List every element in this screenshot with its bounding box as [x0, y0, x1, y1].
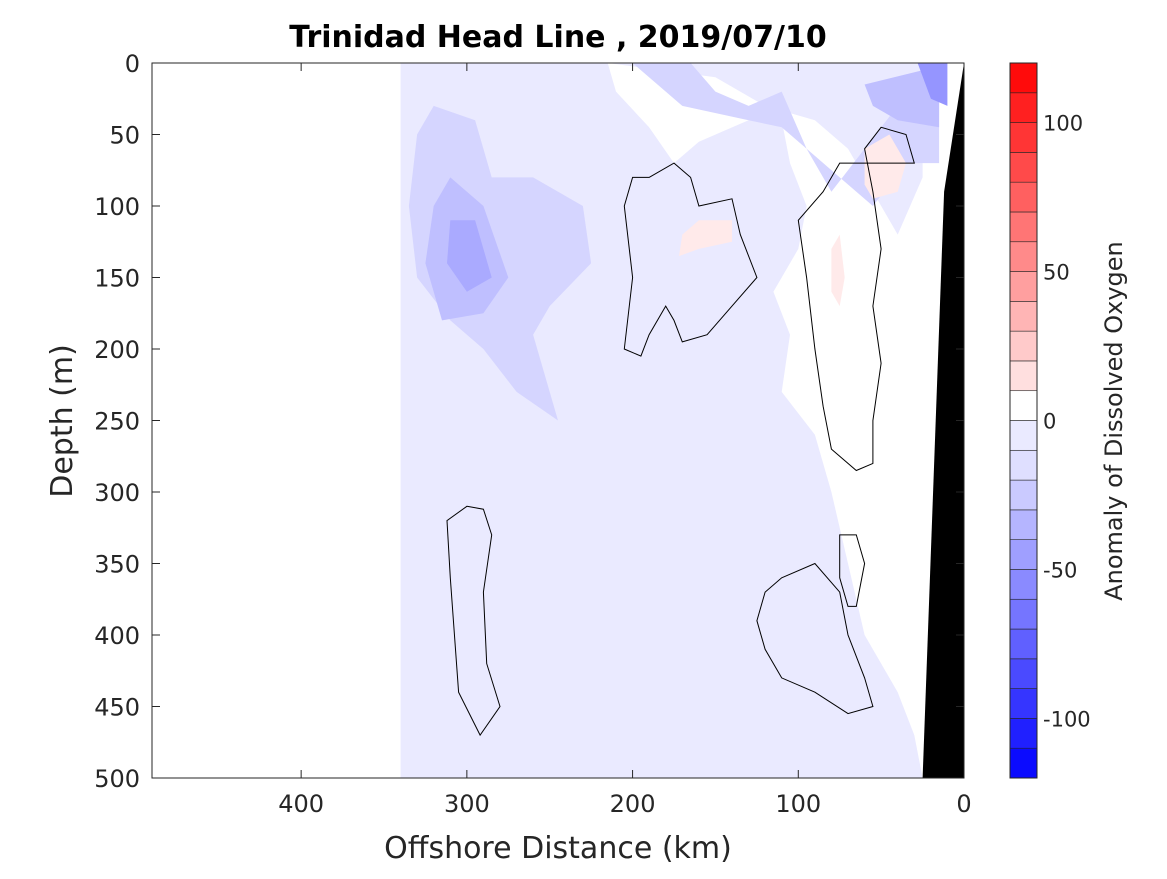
colorbar-segment	[1009, 181, 1038, 213]
colorbar-segment	[1009, 598, 1038, 630]
anomaly-region-positive	[864, 134, 906, 199]
colorbar-segment	[1009, 569, 1038, 600]
colorbar-segment	[1009, 301, 1038, 332]
y-tick-label: 300	[94, 479, 140, 507]
zero-contour-line	[623, 162, 758, 357]
colorbar-segment	[1009, 509, 1038, 540]
colorbar-segment	[1009, 449, 1038, 481]
y-tick-label: 0	[125, 50, 140, 78]
y-tick-label: 450	[94, 694, 140, 722]
colorbar-segment	[1009, 211, 1038, 243]
y-tick-label: 250	[94, 408, 140, 436]
x-axis-label: Offshore Distance (km)	[384, 831, 732, 866]
colorbar-segment	[1009, 539, 1038, 570]
anomaly-region-negative	[864, 70, 940, 128]
zero-contour-line	[797, 126, 915, 472]
colorbar-tick-label: -100	[1043, 707, 1091, 731]
x-tick-label: 0	[956, 790, 971, 818]
colorbar-label: Anomaly of Dissolved Oxygen	[1100, 241, 1128, 601]
colorbar-segment	[1009, 718, 1038, 749]
colorbar-tick-label: 50	[1043, 261, 1070, 285]
y-tick-label: 150	[94, 265, 140, 293]
x-tick-label: 200	[610, 790, 656, 818]
colorbar-segment	[1009, 152, 1038, 183]
colorbar-tick-label: 100	[1043, 112, 1083, 136]
colorbar-frame	[1009, 62, 1038, 779]
colorbar-segment	[1009, 479, 1038, 511]
colorbar-segment	[1009, 658, 1038, 689]
colorbar: 100 50 0 -50 -100	[1009, 62, 1091, 779]
anomaly-region-negative	[447, 220, 492, 292]
colorbar-segment	[1009, 330, 1038, 362]
zero-contour-line	[756, 562, 874, 715]
x-axis: 400 300 200 100 0	[278, 63, 972, 818]
y-axis-label: Depth (m)	[45, 344, 80, 498]
y-tick-label: 50	[109, 122, 140, 150]
colorbar-tick-label: -50	[1043, 558, 1077, 582]
seafloor-mask	[922, 63, 964, 778]
colorbar-segment	[1009, 271, 1038, 302]
colorbar-tick-label: 0	[1043, 410, 1056, 434]
y-tick-label: 500	[94, 765, 140, 793]
chart-title: Trinidad Head Line , 2019/07/10	[289, 20, 826, 55]
anomaly-region-positive	[831, 234, 845, 307]
colorbar-segment	[1009, 390, 1038, 421]
colorbar-segment	[1009, 62, 1038, 94]
anomaly-region-negative	[607, 63, 923, 235]
y-tick-label: 100	[94, 193, 140, 221]
x-tick-label: 300	[444, 790, 490, 818]
colorbar-segment	[1009, 122, 1038, 153]
zero-contour-line	[446, 505, 501, 737]
x-tick-label: 400	[278, 790, 324, 818]
colorbar-segment	[1009, 747, 1038, 779]
anomaly-region-negative	[632, 63, 940, 206]
y-tick-label: 400	[94, 622, 140, 650]
y-tick-label: 200	[94, 336, 140, 364]
colorbar-segment	[1009, 688, 1038, 719]
y-tick-label: 350	[94, 551, 140, 579]
y-axis: 0 50 100 150 200 250 300 350 400 450 500	[94, 50, 964, 793]
colorbar-segment	[1009, 628, 1038, 660]
zero-contour-line	[839, 534, 866, 607]
colorbar-segment	[1009, 241, 1038, 272]
colorbar-segment	[1009, 92, 1038, 123]
plot-area	[400, 63, 964, 778]
anomaly-region-positive	[679, 220, 732, 257]
colorbar-segment	[1009, 420, 1038, 451]
colorbar-segment	[1009, 360, 1038, 392]
x-tick-label: 100	[775, 790, 821, 818]
anomaly-region-negative	[917, 63, 948, 106]
